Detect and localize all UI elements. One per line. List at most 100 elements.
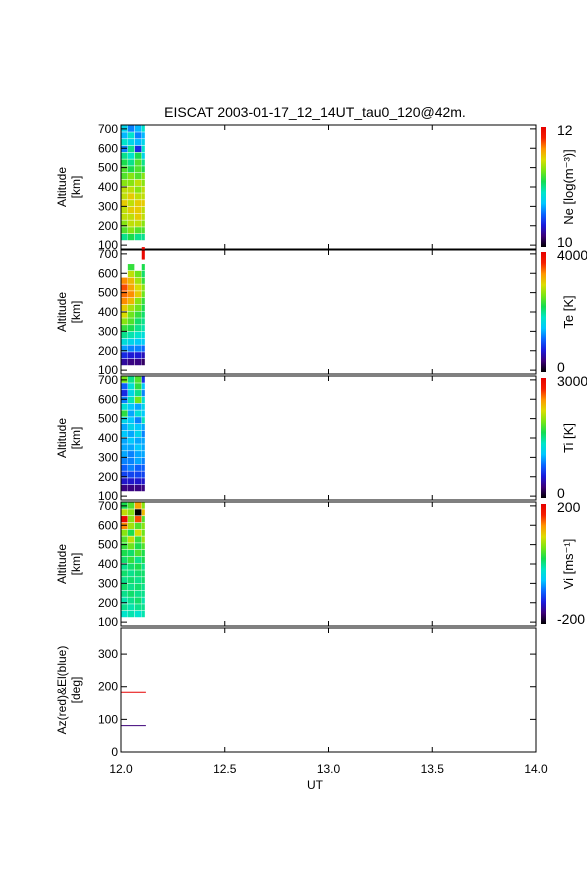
heatmap-cell: [141, 172, 145, 180]
heatmap-cell: [134, 318, 142, 325]
heatmap-cell: [134, 270, 142, 278]
heatmap-cell: [141, 451, 145, 458]
heatmap-cell: [134, 516, 142, 523]
heatmap-cell: [134, 597, 142, 604]
heatmap-cell: [134, 227, 142, 234]
heatmap-cell: [141, 583, 145, 591]
heatmap-cell: [134, 311, 142, 318]
heatmap-cell: [121, 543, 128, 550]
panel-4: 200 -200 Vi [ms⁻¹] 100 200 300 400 500 600 700 Alt…: [55, 499, 585, 629]
panel-1: 12 10 Ne [log(m⁻³)] 100 200 300 400 500 600 700 Al…: [55, 122, 576, 252]
heatmap-cell: [134, 139, 142, 146]
heatmap-cell: [141, 376, 145, 383]
heatmap-cell: [121, 331, 128, 339]
panels: 12 10 Ne [log(m⁻³)] 100 200 300 400 500 600 700 Al…: [55, 122, 587, 759]
heatmap-cell: [127, 325, 135, 332]
heatmap-cell: [134, 152, 142, 159]
heatmap-cell: [141, 549, 145, 557]
heatmap-cell: [121, 159, 128, 166]
y-axis-label: Altitude: [55, 292, 69, 332]
heatmap-cell: [141, 152, 145, 159]
heatmap-cell: [121, 570, 128, 577]
heatmap-cell: [121, 390, 128, 397]
heatmap-cell: [141, 410, 145, 417]
heatmap-cell: [134, 383, 142, 390]
heatmap-cell: [134, 172, 142, 180]
heatmap-cell: [121, 186, 128, 193]
heatmap-cell: [134, 604, 142, 611]
heatmap-cell: [127, 604, 135, 611]
heatmap-cell: [134, 338, 142, 345]
heatmap-cell: [141, 590, 145, 597]
heatmap-cell: [134, 331, 142, 339]
heatmap-cell: [121, 478, 128, 485]
heatmap-cell: [121, 220, 128, 227]
heatmap-cell: [141, 437, 145, 444]
heatmap-cell: [121, 464, 128, 471]
heatmap-cell: [141, 345, 145, 352]
heatmap-cell: [141, 417, 145, 424]
heatmap-cell: [121, 396, 128, 404]
heatmap-cell: [134, 543, 142, 550]
panel-frame: [120, 501, 537, 627]
heatmap-cell: [127, 193, 135, 200]
heatmap-cell: [121, 556, 128, 563]
y-tick-label: 500: [98, 538, 118, 552]
heatmap-cell: [121, 200, 128, 207]
x-tick-label: 12.5: [213, 762, 237, 776]
heatmap-cell: [134, 410, 142, 417]
heatmap-cell: [127, 345, 135, 352]
heatmap-cell: [127, 570, 135, 577]
y-axis-label: Altitude: [55, 167, 69, 207]
y-tick-label: 500: [98, 412, 118, 426]
heatmap-cell: [121, 484, 128, 492]
heatmap-cell: [127, 352, 135, 359]
heatmap-cell: [127, 152, 135, 159]
colorbar-label: Te [K]: [561, 295, 576, 328]
heatmap-cell: [127, 284, 135, 291]
heatmap-cell: [127, 610, 135, 618]
heatmap-cell: [121, 291, 128, 298]
heatmap-cell: [121, 437, 128, 444]
heatmap-cell: [127, 597, 135, 604]
heatmap-cell: [134, 186, 142, 193]
heatmap-cell: [121, 152, 128, 159]
heatmap-cell: [127, 139, 135, 146]
panel-5: 0 100 200 300 Az(red)&El(blue) [deg]: [55, 627, 537, 759]
heatmap-cell: [127, 516, 135, 523]
colorbar-tick-label: 3000: [557, 373, 587, 389]
colorbar-tick-label: 0: [557, 359, 565, 375]
heatmap-cell: [127, 220, 135, 227]
y-axis-label: Altitude: [55, 544, 69, 584]
heatmap-cell: [127, 277, 135, 284]
heatmap-cell: [121, 471, 128, 478]
heatmap-cell: [127, 125, 135, 132]
heatmap-cell: [141, 277, 145, 284]
heatmap-cell: [127, 383, 135, 390]
heatmap-cell: [121, 172, 128, 180]
y-tick-label: 600: [98, 141, 118, 155]
heatmap-cell: [127, 457, 135, 465]
heatmap-cell: [134, 352, 142, 359]
heatmap-cell: [121, 563, 128, 570]
heatmap-cell: [141, 284, 145, 291]
heatmap-cell: [134, 390, 142, 397]
heatmap-cell: [121, 509, 128, 516]
heatmap-cell: [121, 233, 128, 241]
heatmap-cell: [134, 471, 142, 478]
heatmap-cell: [127, 233, 135, 241]
heatmap-cell: [134, 145, 142, 153]
colorbar-label: Ti [K]: [561, 423, 576, 453]
y-axis-label: Altitude: [55, 418, 69, 458]
heatmap-cell: [134, 220, 142, 227]
heatmap-cell: [127, 522, 135, 530]
heatmap-cell: [127, 417, 135, 424]
chart-title: EISCAT 2003-01-17_12_14UT_tau0_120@42m.: [164, 104, 466, 120]
heatmap-cell: [134, 179, 142, 186]
y-tick-label: 100: [98, 712, 118, 726]
heatmap-cell: [134, 464, 142, 471]
heatmap-cell: [121, 522, 128, 530]
heatmap-cell: [121, 457, 128, 465]
heatmap-cell: [127, 291, 135, 298]
heatmap-cell: [121, 132, 128, 139]
